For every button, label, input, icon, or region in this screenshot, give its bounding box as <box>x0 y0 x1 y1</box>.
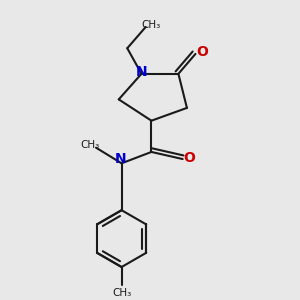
Text: CH₃: CH₃ <box>81 140 100 150</box>
Text: N: N <box>114 152 126 166</box>
Text: CH₃: CH₃ <box>112 288 131 298</box>
Text: O: O <box>183 151 195 165</box>
Text: O: O <box>196 45 208 58</box>
Text: CH₃: CH₃ <box>141 20 160 30</box>
Text: N: N <box>136 65 147 80</box>
